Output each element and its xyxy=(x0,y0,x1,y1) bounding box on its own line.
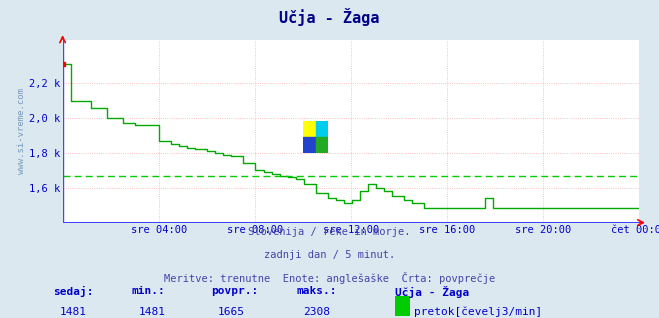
Text: 1481: 1481 xyxy=(59,307,86,317)
Bar xyxy=(316,121,328,137)
Text: povpr.:: povpr.: xyxy=(211,286,258,296)
Text: sedaj:: sedaj: xyxy=(53,286,93,297)
Bar xyxy=(316,137,328,153)
Text: 1665: 1665 xyxy=(217,307,244,317)
Text: Učja - Žaga: Učja - Žaga xyxy=(395,286,470,298)
Text: Učja - Žaga: Učja - Žaga xyxy=(279,8,380,26)
Y-axis label: www.si-vreme.com: www.si-vreme.com xyxy=(16,88,26,174)
Text: min.:: min.: xyxy=(132,286,165,296)
Text: Slovenija / reke in morje.: Slovenija / reke in morje. xyxy=(248,227,411,237)
Bar xyxy=(303,121,316,137)
Text: zadnji dan / 5 minut.: zadnji dan / 5 minut. xyxy=(264,250,395,259)
Text: 1481: 1481 xyxy=(138,307,165,317)
Text: pretok[čevelj3/min]: pretok[čevelj3/min] xyxy=(414,307,542,317)
Text: Meritve: trenutne  Enote: anglešaške  Črta: povprečje: Meritve: trenutne Enote: anglešaške Črta… xyxy=(164,272,495,284)
Text: 2308: 2308 xyxy=(303,307,330,317)
Text: maks.:: maks.: xyxy=(297,286,337,296)
Bar xyxy=(303,137,316,153)
